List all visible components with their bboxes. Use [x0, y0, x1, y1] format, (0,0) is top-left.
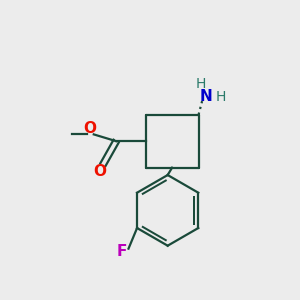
Text: O: O: [93, 164, 106, 179]
Text: N: N: [200, 89, 212, 104]
Text: H: H: [215, 90, 226, 104]
Text: O: O: [83, 121, 96, 136]
Text: F: F: [117, 244, 127, 259]
Text: H: H: [196, 77, 206, 91]
